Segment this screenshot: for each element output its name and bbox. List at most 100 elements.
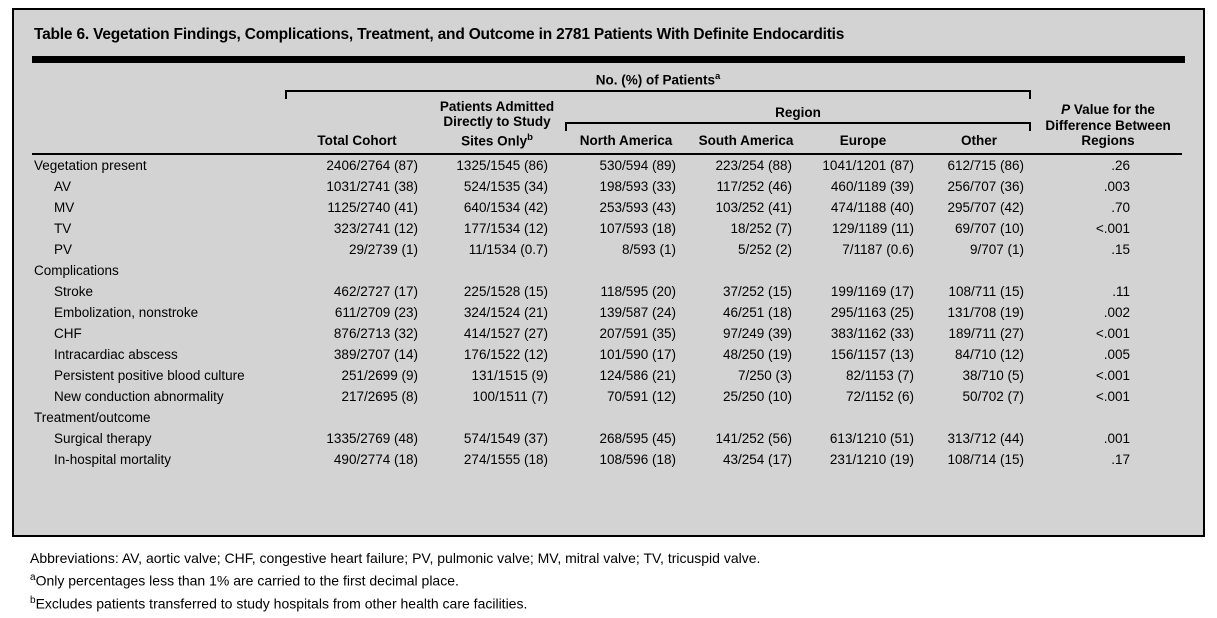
p-value-cell: .003 xyxy=(1103,178,1131,194)
p-value-cell: .17 xyxy=(1111,451,1131,467)
table-row: CHF 876/2713 (32) 414/1527 (27) 207/591 (35… xyxy=(32,323,1182,344)
value-cell: 383/1162 (33) xyxy=(830,325,914,341)
value-cell: 414/1527 (27) xyxy=(463,325,548,341)
table-row: New conduction abnormality 217/2695 (8) 10… xyxy=(32,386,1182,407)
value-cell: 640/1534 (42) xyxy=(463,199,548,215)
footnote-b-marker: b xyxy=(30,594,36,606)
row-label: New conduction abnormality xyxy=(54,388,224,404)
p-value-cell: .11 xyxy=(1112,283,1131,299)
p-value-cell: .005 xyxy=(1103,346,1131,362)
row-label: Persistent positive blood culture xyxy=(54,367,245,383)
footnote-a-marker: a xyxy=(30,572,36,583)
value-cell: 100/1511 (7) xyxy=(472,388,548,404)
footnote-marker-a: a xyxy=(715,71,721,82)
header-spacer xyxy=(32,131,282,155)
value-cell: 295/1163 (25) xyxy=(830,304,914,320)
value-cell: 25/250 (10) xyxy=(722,388,792,404)
value-cell: 37/252 (15) xyxy=(722,283,792,299)
value-cell: 156/1157 (13) xyxy=(830,346,914,362)
value-cell: 876/2713 (32) xyxy=(333,325,418,341)
value-cell: 131/708 (19) xyxy=(947,304,1025,320)
value-cell: 46/251 (18) xyxy=(722,304,792,320)
region-group-bracket xyxy=(565,122,1032,132)
footnote-a-text: Only percentages less than 1% are carrie… xyxy=(35,572,459,589)
value-cell: 490/2774 (18) xyxy=(333,451,418,467)
table-row: MV 1125/2740 (41) 640/1534 (42) 253/593 (43… xyxy=(32,197,1182,218)
row-label: TV xyxy=(54,220,72,236)
value-cell xyxy=(924,260,1034,281)
p-value-cell: .15 xyxy=(1111,241,1131,257)
value-cell: 198/593 (33) xyxy=(599,178,676,194)
patients-group-header: No. (%) of Patientsa xyxy=(282,67,1034,99)
table-body: Vegetation present 2406/2764 (87) 1325/154… xyxy=(32,154,1182,470)
value-cell: 613/1210 (51) xyxy=(829,430,914,446)
patients-group-bracket xyxy=(285,89,1032,99)
header-row-patients-group: No. (%) of Patientsa xyxy=(32,67,1182,99)
header-spacer xyxy=(32,67,282,99)
value-cell: 274/1555 (18) xyxy=(463,451,548,467)
row-label: MV xyxy=(54,199,75,215)
value-cell: 11/1534 (0.7) xyxy=(468,241,548,257)
value-cell: 139/587 (24) xyxy=(599,304,676,320)
table-row: Stroke 462/2727 (17) 225/1528 (15) 118/595 … xyxy=(32,281,1182,302)
column-header-south-america: South America xyxy=(690,131,802,155)
header-spacer xyxy=(1034,67,1182,99)
region-group-header: Region xyxy=(562,99,1034,132)
value-cell: 462/2727 (17) xyxy=(333,283,418,299)
value-cell: 231/1210 (19) xyxy=(829,451,914,467)
value-cell: 72/1152 (6) xyxy=(845,388,914,404)
column-header-other: Other xyxy=(924,131,1035,155)
value-cell xyxy=(562,407,690,428)
footnote-marker-b: b xyxy=(527,131,533,143)
value-cell: 223/254 (88) xyxy=(715,157,792,173)
table-row: AV 1031/2741 (38) 524/1535 (34) 198/593 (33… xyxy=(32,176,1182,197)
value-cell: 8/593 (1) xyxy=(621,241,676,257)
value-cell: 199/1169 (17) xyxy=(830,283,914,299)
value-cell: 124/586 (21) xyxy=(599,367,676,383)
value-cell: 225/1528 (15) xyxy=(463,283,548,299)
row-label: CHF xyxy=(54,325,82,341)
value-cell: 474/1188 (40) xyxy=(830,199,914,215)
footnotes: Abbreviations: AV, aortic valve; CHF, co… xyxy=(30,549,760,613)
header-spacer xyxy=(32,99,282,132)
column-header-total-cohort: Total Cohort xyxy=(282,98,432,155)
value-cell: 29/2739 (1) xyxy=(348,241,418,257)
value-cell: 1125/2740 (41) xyxy=(327,199,418,215)
value-cell: 108/714 (15) xyxy=(947,451,1025,467)
value-cell: 48/250 (19) xyxy=(722,346,792,362)
value-cell xyxy=(802,407,924,428)
footnote-b: bExcludes patients transferred to study … xyxy=(30,591,760,614)
value-cell: 460/1189 (39) xyxy=(830,178,914,194)
section-label: Treatment/outcome xyxy=(34,409,151,425)
table-row: In-hospital mortality 490/2774 (18) 274/15… xyxy=(32,449,1182,470)
row-label: Stroke xyxy=(54,283,94,299)
value-cell: 69/707 (10) xyxy=(955,220,1025,236)
value-cell xyxy=(690,407,802,428)
value-cell: 524/1535 (34) xyxy=(463,178,548,194)
value-cell: 1031/2741 (38) xyxy=(326,178,418,194)
value-cell: 2406/2764 (87) xyxy=(326,157,418,173)
value-cell xyxy=(924,407,1034,428)
value-cell: 176/1522 (12) xyxy=(463,346,548,362)
pvalue-italic-p: P xyxy=(1061,102,1071,118)
value-cell: 1335/2769 (48) xyxy=(326,430,418,446)
table-row: Persistent positive blood culture 251/269… xyxy=(32,365,1182,386)
row-label: PV xyxy=(54,241,73,257)
table-row: PV 29/2739 (1) 11/1534 (0.7) 8/593 (1) 5/252… xyxy=(32,239,1182,260)
column-header-pvalue: P Value for the Difference Between Regio… xyxy=(1034,98,1183,155)
table-panel: Table 6. Vegetation Findings, Complicati… xyxy=(12,8,1205,537)
data-table: No. (%) of Patientsa Total Cohort Patien… xyxy=(32,67,1183,470)
table-row: Intracardiac abscess 389/2707 (14) 176/152… xyxy=(32,344,1182,365)
value-cell: 530/594 (89) xyxy=(599,157,676,173)
p-value-cell: .001 xyxy=(1103,430,1131,446)
value-cell: 217/2695 (8) xyxy=(341,388,418,404)
value-cell: 82/1153 (7) xyxy=(845,367,914,383)
section-label: Complications xyxy=(34,262,119,278)
value-cell xyxy=(690,260,802,281)
value-cell: 324/1524 (21) xyxy=(463,304,548,320)
value-cell: 323/2741 (12) xyxy=(333,220,418,236)
value-cell: 50/702 (7) xyxy=(962,388,1025,404)
table-row: Surgical therapy 1335/2769 (48) 574/1549 (… xyxy=(32,428,1182,449)
footnote-a: aOnly percentages less than 1% are carri… xyxy=(30,568,760,591)
